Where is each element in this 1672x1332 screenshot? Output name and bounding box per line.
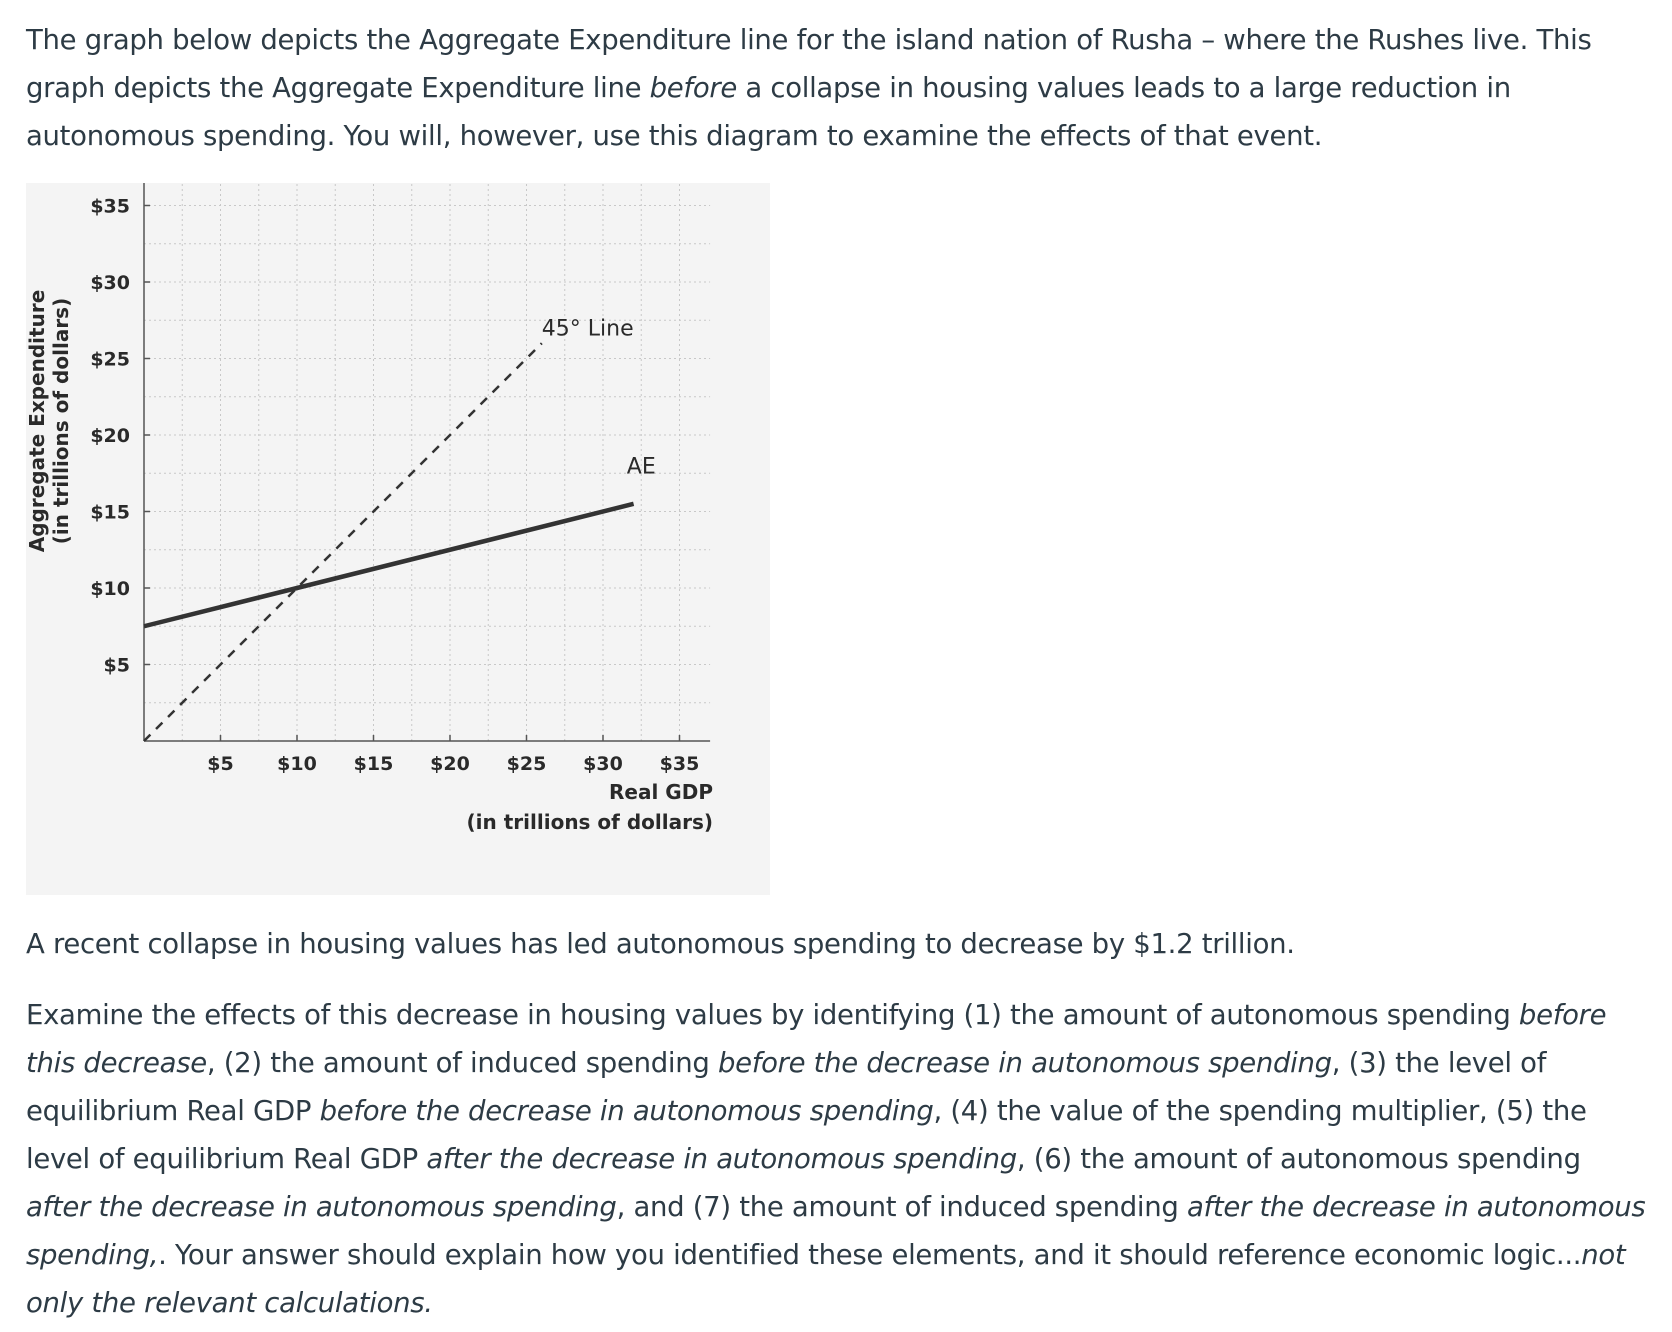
chart-series [143, 342, 635, 742]
intro-paragraph: The graph below depicts the Aggregate Ex… [26, 16, 1651, 160]
y-tick-label: $15 [90, 502, 130, 524]
instructions-text: , (6) the amount of autonomous spending [1016, 1143, 1581, 1175]
instructions-emphasis: before this decrease [26, 999, 1607, 1079]
instructions-emphasis: not only the relevant calculations. [26, 1239, 1626, 1319]
x-tick-label: $15 [354, 753, 394, 775]
instructions-emphasis: before the decrease in autonomous spendi… [319, 1095, 934, 1127]
forty-five-degree-line [143, 342, 543, 742]
chart-ticks: $5 $10 $15 $20 $25 $30 $35 $5 $10 $15 $20 $25 $30 $35 [90, 196, 699, 776]
instructions-text: , (3) the level of equilibrium Real GDP [26, 1047, 1547, 1127]
x-axis-label: Real GDP [609, 780, 713, 804]
intro-emphasis-before: before [649, 72, 738, 104]
ae-line [143, 501, 635, 629]
chart-labels: Aggregate Expenditure (in trillions of d… [26, 290, 713, 834]
collapse-statement: A recent collapse in housing values has … [26, 928, 1295, 960]
forty-five-line-label: 45° Line [542, 317, 634, 342]
instructions-emphasis: before the decrease in autonomous spendi… [717, 1047, 1332, 1079]
x-tick-label: $25 [507, 753, 547, 775]
y-tick-label: $5 [104, 655, 130, 677]
y-tick-label: $35 [90, 196, 130, 218]
x-tick-label: $5 [207, 753, 233, 775]
ae-line-label: AE [627, 454, 656, 479]
instructions-emphasis: after the decrease in autonomous spendin… [426, 1143, 1017, 1175]
x-axis-units-label: (in trillions of dollars) [467, 810, 713, 834]
instructions-text: . Your answer should explain how you ide… [158, 1239, 1582, 1271]
y-tick-label: $20 [90, 425, 130, 447]
instructions-text: , (4) the value of the spending multipli… [26, 1095, 1587, 1175]
x-tick-label: $30 [583, 753, 623, 775]
y-tick-label: $30 [90, 272, 130, 294]
chart-axes [143, 183, 711, 742]
aggregate-expenditure-chart: $5 $10 $15 $20 $25 $30 $35 $5 $10 $15 $20 $25 $30 $35… [26, 183, 770, 895]
instructions-text: , (2) the amount of induced spending [206, 1047, 718, 1079]
y-axis-label: Aggregate Expenditure [26, 290, 49, 553]
intro-text-2: a collapse in housing values leads to a … [26, 72, 1511, 152]
instructions-emphasis: after the decrease in autonomous spendin… [26, 1191, 1646, 1271]
chart-svg: $5 $10 $15 $20 $25 $30 $35 $5 $10 $15 $20 $25 $30 $35… [26, 183, 713, 834]
y-tick-label: $25 [90, 349, 130, 371]
intro-text-1: The graph below depicts the Aggregate Ex… [26, 24, 1592, 104]
instructions-text: , and (7) the amount of induced spending [616, 1191, 1187, 1223]
instructions-emphasis: after the decrease in autonomous spendin… [26, 1191, 617, 1223]
instructions-paragraph: Examine the effects of this decrease in … [26, 991, 1651, 1327]
x-tick-label: $35 [660, 753, 700, 775]
y-tick-label: $10 [90, 578, 130, 600]
x-tick-label: $20 [430, 753, 470, 775]
instructions-text: Examine the effects of this decrease in … [26, 999, 1519, 1031]
chart-grid [144, 183, 711, 741]
y-axis-units-label: (in trillions of dollars) [49, 298, 73, 544]
x-tick-label: $10 [277, 753, 317, 775]
